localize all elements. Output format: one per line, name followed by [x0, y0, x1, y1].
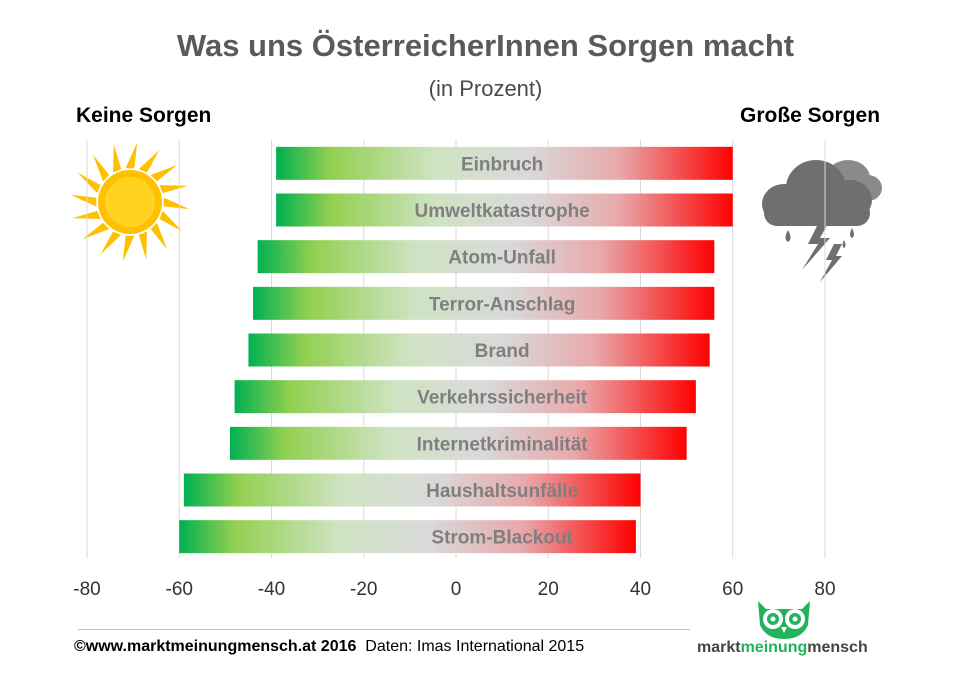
sun-ray — [92, 154, 110, 182]
owl-logo-icon — [758, 601, 810, 639]
bar-category-label: Internetkriminalität — [417, 434, 589, 455]
bar-category-label: Brand — [475, 341, 530, 362]
sun-icon — [70, 142, 190, 262]
footer-copyright: ©www.marktmeinungmensch.at 2016 — [74, 638, 357, 655]
x-tick-label: 20 — [538, 579, 559, 600]
logo-middle: meinung — [740, 639, 808, 656]
sun-ray — [138, 231, 147, 260]
sun-ray — [125, 142, 138, 169]
sun-ray — [150, 164, 178, 182]
sun-ray — [159, 210, 183, 232]
sun-ray — [77, 172, 101, 194]
sun-ray — [113, 144, 122, 173]
x-tick-label: -60 — [166, 579, 193, 600]
x-tick-label: 0 — [451, 579, 462, 600]
bar — [183, 473, 641, 507]
sun-ray — [122, 235, 135, 262]
x-tick-label: 40 — [630, 579, 651, 600]
left-side-label: Keine Sorgen — [76, 104, 212, 127]
x-tick-label: -80 — [73, 579, 100, 600]
bar — [276, 146, 733, 180]
logo-suffix: mensch — [807, 639, 868, 656]
sun-ray — [82, 222, 110, 240]
bar — [257, 240, 715, 274]
x-tick-label: -20 — [350, 579, 377, 600]
bar — [234, 380, 696, 414]
bar-category-label: Haushaltsunfälle — [426, 481, 578, 502]
footer-source: Daten: Imas International 2015 — [365, 638, 585, 655]
bar — [276, 193, 733, 227]
bar-category-label: Verkehrssicherheit — [417, 388, 588, 409]
bar — [248, 333, 710, 367]
right-side-label: Große Sorgen — [740, 104, 881, 127]
bar-category-label: Einbruch — [461, 154, 543, 175]
logo-wordmark: marktmeinungmensch — [697, 639, 868, 657]
sun-ray — [70, 194, 97, 207]
bar-category-label: Umweltkatastrophe — [414, 201, 589, 222]
chart-subtitle: (in Prozent) — [428, 76, 543, 101]
bar-category-label: Strom-Blackout — [431, 528, 573, 549]
sun-ray — [72, 210, 101, 219]
bar-category-label: Terror-Anschlag — [429, 294, 575, 315]
storm-cloud-icon — [762, 160, 882, 282]
sun-ray — [100, 231, 122, 255]
sun-ray — [159, 185, 188, 194]
footer-credit: ©www.marktmeinungmensch.at 2016 Daten: I… — [74, 638, 584, 656]
bar — [253, 286, 715, 320]
sun-ray — [150, 222, 168, 250]
chart-title: Was uns ÖsterreicherInnen Sorgen macht — [176, 28, 795, 63]
bar — [179, 520, 636, 554]
bar-category-label: Atom-Unfall — [448, 248, 556, 269]
sun-ray — [163, 197, 190, 210]
x-tick-label: 60 — [722, 579, 743, 600]
logo-prefix: markt — [697, 639, 741, 656]
x-tick-label: 80 — [814, 579, 835, 600]
bar — [229, 426, 687, 460]
footer-divider — [78, 629, 690, 630]
x-tick-label: -40 — [258, 579, 285, 600]
sun-ray — [138, 149, 160, 173]
